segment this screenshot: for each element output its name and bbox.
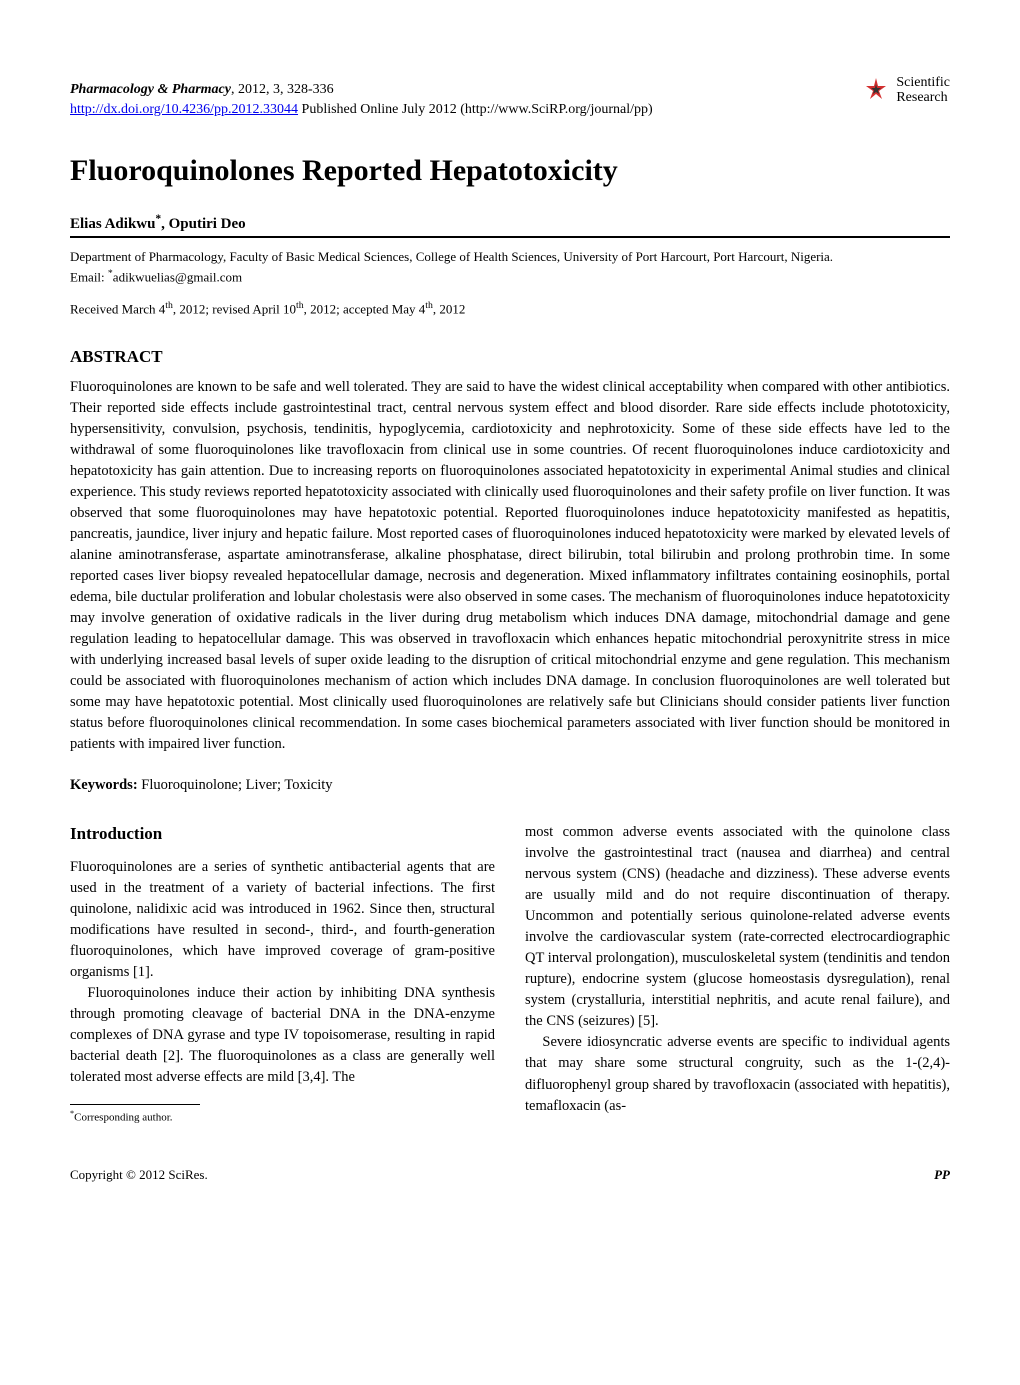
abstract-heading: ABSTRACT <box>70 347 950 367</box>
left-column: Introduction Fluoroquinolones are a seri… <box>70 822 495 1126</box>
journal-citation-line: Pharmacology & Pharmacy, 2012, 3, 328-33… <box>70 80 950 100</box>
introduction-heading: Introduction <box>70 822 495 847</box>
email-label: Email: <box>70 270 108 285</box>
email-line: Email: *adikwuelias@gmail.com <box>70 268 950 285</box>
citation-info: , 2012, 3, 328-336 <box>231 82 334 97</box>
affiliation-text: Department of Pharmacology, Faculty of B… <box>70 248 950 266</box>
author-1: Elias Adikwu <box>70 216 155 232</box>
logo-line2: Research <box>896 90 950 105</box>
page-footer: Copyright © 2012 SciRes. PP <box>70 1167 950 1183</box>
body-columns: Introduction Fluoroquinolones are a seri… <box>70 822 950 1126</box>
publisher-logo: Scientific Research <box>862 75 950 106</box>
author-separator-rule <box>70 236 950 238</box>
footnote-text: Corresponding author. <box>74 1112 172 1124</box>
author-list: Elias Adikwu*, Oputiri Deo <box>70 213 950 233</box>
journal-name: Pharmacology & Pharmacy <box>70 82 231 97</box>
keywords-line: Keywords: Fluoroquinolone; Liver; Toxici… <box>70 777 950 794</box>
author-2: , Oputiri Deo <box>161 216 246 232</box>
publication-info: Published Online July 2012 (http://www.S… <box>298 102 653 117</box>
journal-abbreviation: PP <box>934 1167 950 1183</box>
doi-link[interactable]: http://dx.doi.org/10.4236/pp.2012.33044 <box>70 102 298 117</box>
body-paragraph-3: Severe idiosyncratic adverse events are … <box>525 1032 950 1116</box>
corresponding-author-footnote: *Corresponding author. <box>70 1108 495 1127</box>
doi-line: http://dx.doi.org/10.4236/pp.2012.33044 … <box>70 100 950 120</box>
body-paragraph-continued: most common adverse events associated wi… <box>525 822 950 1032</box>
abstract-body: Fluoroquinolones are known to be safe an… <box>70 377 950 755</box>
scientific-research-icon <box>862 76 890 104</box>
email-address: adikwuelias@gmail.com <box>113 270 242 285</box>
intro-paragraph-2: Fluoroquinolones induce their action by … <box>70 983 495 1088</box>
page-header: Pharmacology & Pharmacy, 2012, 3, 328-33… <box>70 80 950 119</box>
footnote-separator <box>70 1104 200 1105</box>
right-column: most common adverse events associated wi… <box>525 822 950 1126</box>
logo-line1: Scientific <box>896 75 950 90</box>
manuscript-dates: Received March 4th, 2012; revised April … <box>70 300 950 317</box>
publisher-name: Scientific Research <box>896 75 950 106</box>
intro-paragraph-1: Fluoroquinolones are a series of synthet… <box>70 857 495 983</box>
keywords-text: Fluoroquinolone; Liver; Toxicity <box>138 777 333 793</box>
keywords-label: Keywords: <box>70 777 138 793</box>
copyright-text: Copyright © 2012 SciRes. <box>70 1167 208 1183</box>
article-title: Fluoroquinolones Reported Hepatotoxicity <box>70 154 950 188</box>
